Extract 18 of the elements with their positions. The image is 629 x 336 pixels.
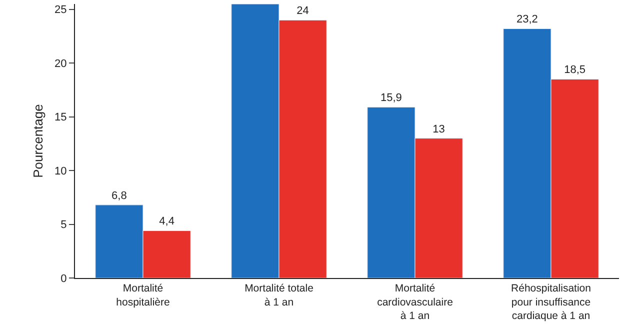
data-label: 24	[296, 5, 309, 18]
y-tick-label: 10	[54, 165, 67, 178]
y-tick-label: 5	[60, 219, 67, 232]
data-label: 4,4	[159, 216, 174, 228]
y-tick-label: 25	[54, 4, 67, 16]
y-tick-label: 15	[54, 112, 67, 124]
y-axis-title: Pourcentage	[30, 104, 46, 178]
data-label: 13	[432, 123, 445, 136]
x-tick-label: Mortalité cardiovasculaire à 1 an	[377, 282, 454, 322]
data-label: 23,2	[516, 14, 538, 26]
y-tick-label: 20	[54, 58, 67, 70]
data-label: 18,5	[564, 64, 586, 76]
data-label: 6,8	[112, 190, 127, 202]
x-tick-label: Mortalité hospitalière	[116, 282, 170, 308]
y-tick-label: 0	[60, 272, 67, 285]
x-tick-label: Réhospitalisation pour insuffisance cardiaque à 1 an	[511, 282, 592, 322]
data-label: 15,9	[380, 92, 402, 104]
x-tick-label: Mortalité totale à 1 an	[244, 282, 314, 308]
